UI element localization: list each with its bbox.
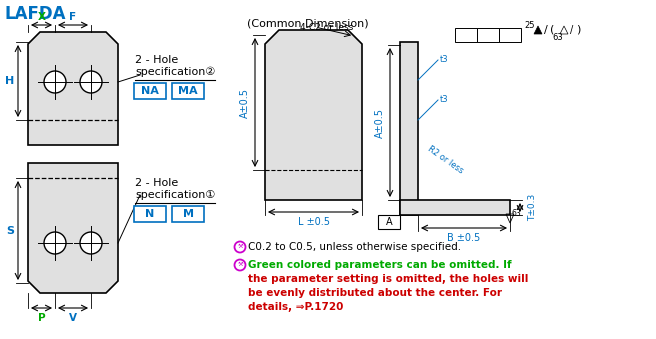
Polygon shape	[28, 32, 118, 145]
Bar	[477, 28, 499, 42]
Text: A±0.5: A±0.5	[375, 107, 385, 138]
Circle shape	[80, 71, 102, 93]
Text: NA: NA	[141, 86, 159, 96]
Text: /: /	[570, 25, 573, 35]
Bar	[499, 28, 521, 42]
Text: (: (	[550, 25, 554, 35]
Bar	[400, 200, 510, 215]
Polygon shape	[534, 26, 542, 34]
Text: T±0.3: T±0.3	[528, 194, 537, 221]
Text: N: N	[146, 209, 155, 219]
Text: specification①: specification①	[135, 190, 215, 200]
Text: 2 - Hole: 2 - Hole	[135, 55, 178, 65]
Text: ⚒: ⚒	[237, 244, 243, 250]
Circle shape	[234, 259, 245, 271]
Text: the parameter setting is omitted, the holes will: the parameter setting is omitted, the ho…	[248, 274, 528, 284]
Text: P: P	[37, 313, 45, 323]
Text: L ±0.5: L ±0.5	[298, 217, 329, 227]
Text: k: k	[485, 30, 491, 40]
Polygon shape	[560, 26, 568, 34]
Text: ⚒: ⚒	[237, 262, 243, 267]
Text: be evenly distributed about the center. For: be evenly distributed about the center. …	[248, 288, 502, 298]
Text: Green colored parameters can be omitted. If: Green colored parameters can be omitted.…	[248, 260, 512, 270]
Text: l: l	[464, 30, 467, 40]
Text: 63: 63	[552, 34, 564, 42]
Text: MA: MA	[178, 86, 198, 96]
Circle shape	[234, 241, 245, 253]
Text: A: A	[386, 217, 392, 227]
Circle shape	[44, 71, 66, 93]
Text: t3: t3	[440, 56, 449, 64]
Text: A±0.5: A±0.5	[240, 87, 250, 118]
Circle shape	[80, 232, 102, 254]
Text: t3: t3	[440, 96, 449, 104]
Bar	[378, 215, 400, 229]
Polygon shape	[265, 30, 362, 200]
Text: 4-C2 or less: 4-C2 or less	[300, 23, 353, 32]
Text: LAFDA: LAFDA	[5, 5, 66, 23]
Text: X: X	[37, 12, 45, 22]
Text: F: F	[70, 12, 77, 22]
Text: specification②: specification②	[135, 67, 215, 77]
Text: ): )	[576, 25, 581, 35]
Text: /: /	[544, 25, 548, 35]
Text: R2 or less: R2 or less	[426, 144, 465, 176]
Text: H: H	[5, 76, 14, 86]
FancyBboxPatch shape	[134, 206, 166, 222]
Text: 63: 63	[512, 209, 522, 218]
Text: V: V	[69, 313, 77, 323]
Text: (Common Dimension): (Common Dimension)	[247, 18, 369, 28]
Text: S: S	[6, 225, 14, 236]
Text: details, ⇒P.1720: details, ⇒P.1720	[248, 302, 343, 312]
Polygon shape	[28, 163, 118, 293]
Circle shape	[44, 232, 66, 254]
FancyBboxPatch shape	[134, 83, 166, 99]
Text: 2 - Hole: 2 - Hole	[135, 178, 178, 188]
Text: 25: 25	[525, 21, 535, 31]
FancyBboxPatch shape	[172, 206, 204, 222]
Bar	[400, 42, 418, 215]
FancyBboxPatch shape	[172, 83, 204, 99]
Bar	[455, 28, 477, 42]
Text: A: A	[506, 30, 513, 40]
Text: C0.2 to C0.5, unless otherwise specified.: C0.2 to C0.5, unless otherwise specified…	[248, 242, 461, 252]
Text: M: M	[182, 209, 194, 219]
Text: B ±0.5: B ±0.5	[447, 233, 481, 243]
